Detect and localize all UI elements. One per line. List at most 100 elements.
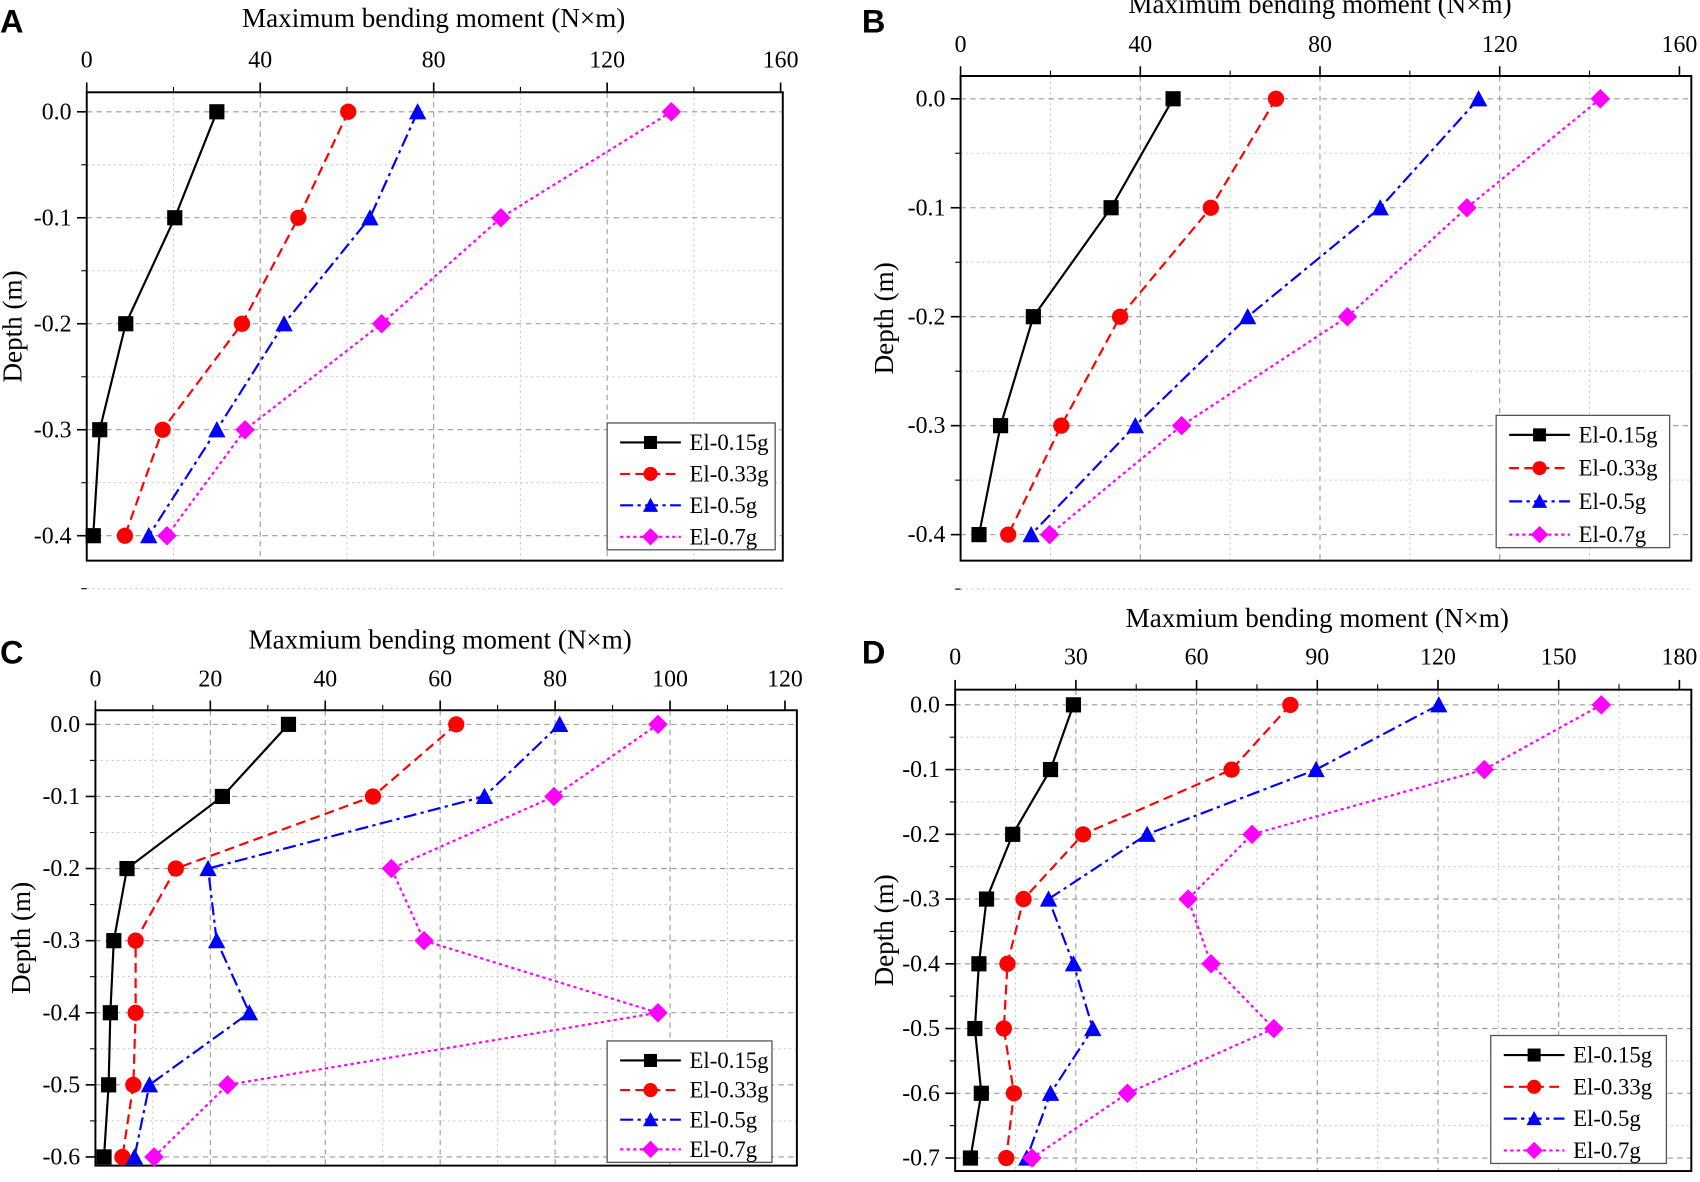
- data-point-El-0.33g: [1074, 826, 1092, 843]
- data-point-El-0.7g: [1264, 1018, 1284, 1039]
- y-tick-label: -0.5: [42, 1072, 80, 1098]
- data-point-El-0.5g: [1371, 199, 1389, 216]
- legend-label: El-0.7g: [1573, 1138, 1641, 1163]
- panel-letter: A: [0, 4, 23, 40]
- data-point-El-0.5g: [275, 315, 293, 332]
- panel-C: C Maxmium bending moment (N×m) Depth (m) 0 2…: [0, 624, 803, 1170]
- legend-label: El-0.33g: [1579, 456, 1658, 481]
- data-point-El-0.7g: [648, 714, 668, 735]
- x-tick-label: 120: [767, 666, 803, 692]
- legend-label: El-0.33g: [690, 461, 769, 486]
- data-point-El-0.7g: [648, 1002, 668, 1023]
- data-point-El-0.5g: [1041, 1084, 1060, 1101]
- x-axis-title: Maximum bending moment (N×m): [242, 3, 625, 33]
- data-point-El-0.15g: [102, 1005, 118, 1021]
- data-point-El-0.33g: [995, 1020, 1012, 1037]
- data-point-El-0.33g: [340, 103, 357, 120]
- data-point-El-0.33g: [125, 1076, 142, 1093]
- y-tick-label: 0.0: [916, 86, 946, 112]
- data-point-El-0.33g: [1015, 890, 1032, 908]
- data-point-El-0.33g: [1282, 696, 1299, 713]
- data-point-El-0.5g: [1469, 90, 1488, 107]
- x-tick-label: 160: [1662, 32, 1698, 58]
- data-point-El-0.5g: [1064, 955, 1083, 972]
- legend-marker: [644, 435, 658, 449]
- plot-frame: [954, 688, 1693, 1173]
- data-point-El-0.7g: [544, 786, 564, 807]
- legend-marker: [642, 497, 659, 512]
- series-line-El-0.33g: [121, 723, 457, 1158]
- data-point-El-0.15g: [992, 418, 1009, 434]
- data-point-El-0.33g: [167, 860, 184, 877]
- data-point-El-0.15g: [962, 1150, 979, 1166]
- data-point-El-0.5g: [140, 527, 158, 544]
- data-point-El-0.15g: [106, 933, 122, 949]
- y-tick-label: -0.1: [902, 757, 940, 783]
- y-axis-title: Depth (m): [0, 270, 27, 382]
- data-point-El-0.7g: [414, 930, 434, 951]
- data-point-El-0.15g: [209, 104, 225, 120]
- y-tick-label: -0.3: [902, 887, 940, 913]
- data-point-El-0.5g: [1307, 760, 1325, 778]
- data-point-El-0.7g: [1457, 197, 1477, 218]
- y-tick-label: 0.0: [910, 692, 940, 718]
- data-point-El-0.5g: [140, 1076, 159, 1093]
- legend-label: El-0.15g: [1573, 1043, 1652, 1068]
- legend-label: El-0.15g: [690, 1048, 769, 1073]
- legend-label: El-0.7g: [1579, 522, 1647, 547]
- data-point-El-0.5g: [125, 1148, 144, 1165]
- data-point-El-0.15g: [1042, 761, 1059, 778]
- series-line-El-0.33g: [1007, 98, 1277, 536]
- y-tick-label: -0.1: [34, 205, 72, 231]
- legend-box: [1495, 414, 1671, 549]
- data-point-El-0.33g: [448, 716, 465, 733]
- x-tick-label: 120: [589, 47, 625, 73]
- legend-marker: [1531, 493, 1548, 508]
- data-point-El-0.15g: [1165, 91, 1181, 107]
- x-tick-label: 0: [81, 47, 93, 73]
- data-point-El-0.15g: [971, 527, 987, 543]
- legend-marker: [643, 466, 658, 481]
- legend-marker: [1526, 1111, 1542, 1126]
- data-point-El-0.33g: [1223, 761, 1240, 778]
- data-point-El-0.33g: [116, 527, 134, 544]
- y-tick-label: -0.4: [902, 951, 940, 977]
- series-line-El-0.5g: [1025, 703, 1440, 1159]
- data-point-El-0.15g: [1103, 200, 1119, 216]
- series-line-El-0.33g: [1002, 704, 1292, 1159]
- data-point-El-0.33g: [127, 1004, 144, 1021]
- series-line-El-0.15g: [969, 704, 1075, 1159]
- y-tick-label: -0.4: [42, 1000, 80, 1026]
- x-tick-label: 150: [1541, 645, 1577, 671]
- x-axis-title: Maximum bending moment (N×m): [1128, 0, 1511, 19]
- data-point-El-0.7g: [235, 419, 255, 440]
- data-point-El-0.33g: [999, 955, 1016, 972]
- data-point-El-0.5g: [1138, 825, 1156, 842]
- x-tick-label: 0: [89, 666, 101, 692]
- data-point-El-0.33g: [127, 932, 144, 949]
- legend-marker: [1527, 1048, 1541, 1062]
- data-point-El-0.33g: [998, 1149, 1015, 1167]
- x-tick-label: 0: [949, 645, 961, 671]
- x-tick-label: 80: [422, 47, 446, 73]
- data-point-El-0.33g: [1111, 308, 1129, 325]
- panel-letter: C: [0, 635, 23, 671]
- data-point-El-0.15g: [167, 210, 183, 226]
- legend-marker: [643, 1083, 658, 1098]
- data-point-El-0.7g: [661, 102, 682, 122]
- data-point-El-0.5g: [208, 421, 226, 438]
- x-tick-label: 160: [763, 47, 799, 73]
- data-point-El-0.15g: [214, 788, 230, 805]
- data-point-El-0.5g: [1039, 890, 1058, 907]
- y-tick-label: -0.2: [42, 856, 80, 882]
- data-point-El-0.5g: [1430, 696, 1448, 713]
- y-axis-title: Depth (m): [869, 262, 899, 374]
- data-point-El-0.15g: [1005, 826, 1021, 842]
- data-point-El-0.15g: [971, 956, 987, 972]
- legend: El-0.15g El-0.33g El-0.5g El-0.7g: [1490, 1034, 1668, 1165]
- x-tick-label: 180: [1662, 645, 1698, 671]
- x-axis-title: Maxmium bending moment (N×m): [249, 624, 632, 654]
- x-tick-label: 100: [652, 666, 688, 692]
- legend-label: El-0.7g: [690, 1137, 758, 1162]
- panel-D: D Maxmium bending moment (N×m) Depth (m) 0 3…: [862, 603, 1698, 1173]
